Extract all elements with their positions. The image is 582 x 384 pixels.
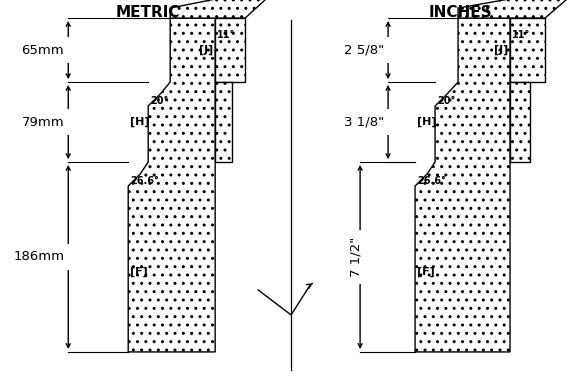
Text: 20°: 20° — [437, 96, 456, 106]
Text: 11°: 11° — [512, 30, 530, 40]
Text: 2 5/8": 2 5/8" — [344, 43, 384, 56]
Text: [J]: [J] — [199, 45, 213, 55]
Text: 11°: 11° — [217, 30, 236, 40]
Text: 65mm: 65mm — [22, 43, 64, 56]
Polygon shape — [510, 82, 530, 162]
Polygon shape — [415, 18, 510, 352]
Text: METRIC: METRIC — [116, 5, 180, 20]
Polygon shape — [458, 0, 582, 18]
Text: 7 1/2": 7 1/2" — [350, 237, 363, 277]
Polygon shape — [128, 18, 215, 352]
Polygon shape — [215, 82, 232, 162]
Polygon shape — [215, 18, 245, 82]
Text: 186mm: 186mm — [13, 250, 64, 263]
Text: 79mm: 79mm — [22, 116, 64, 129]
Text: 20°: 20° — [150, 96, 169, 106]
Text: INCHES: INCHES — [428, 5, 492, 20]
Text: 3 1/8": 3 1/8" — [344, 116, 384, 129]
Text: [F]: [F] — [130, 267, 148, 277]
Text: [H]: [H] — [417, 117, 436, 127]
Text: [J]: [J] — [494, 45, 508, 55]
Text: 26.6°: 26.6° — [417, 176, 446, 186]
Polygon shape — [510, 18, 545, 82]
Text: 26.6°: 26.6° — [130, 176, 159, 186]
Text: [F]: [F] — [417, 267, 435, 277]
Polygon shape — [170, 0, 280, 18]
Text: [H]: [H] — [130, 117, 150, 127]
